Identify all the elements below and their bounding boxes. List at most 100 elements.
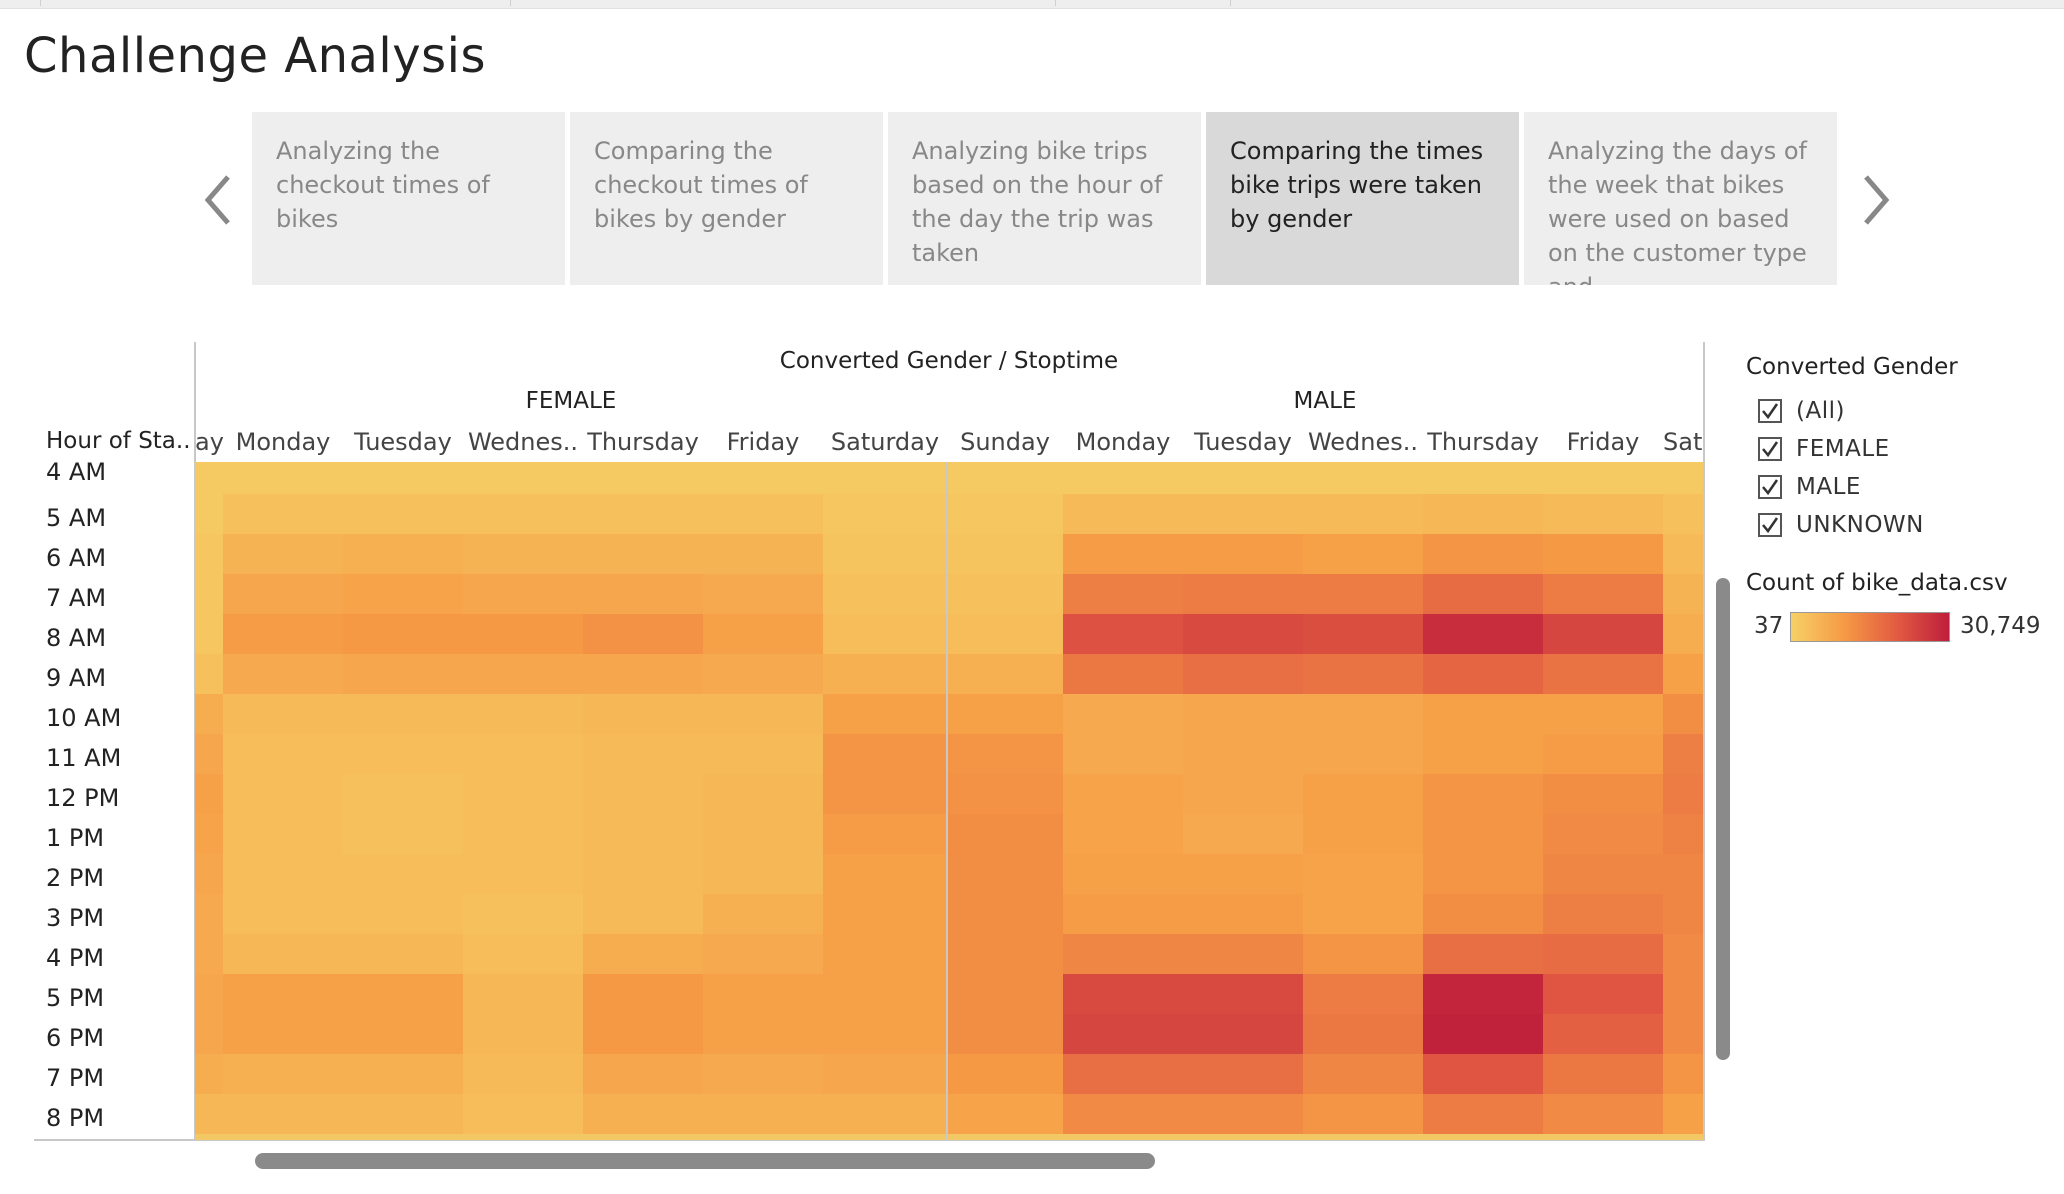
heatmap-cell[interactable] [1063,854,1183,894]
heatmap-cell[interactable] [1663,814,1703,854]
heatmap-cell[interactable] [195,462,223,494]
heatmap-cell[interactable] [223,534,343,574]
heatmap-cell[interactable] [583,854,703,894]
filter-option[interactable]: UNKNOWN [1758,510,1924,540]
heatmap-cell[interactable] [195,894,223,934]
heatmap-cell[interactable] [195,1014,223,1054]
heatmap-cell[interactable] [703,1094,823,1134]
heatmap-cell[interactable] [583,774,703,814]
heatmap-cell[interactable] [1063,734,1183,774]
heatmap-cell[interactable] [1423,1054,1543,1094]
heatmap-cell[interactable] [1543,462,1663,494]
heatmap-cell[interactable] [1423,654,1543,694]
heatmap-cell[interactable] [823,814,947,854]
filter-option[interactable]: FEMALE [1758,434,1890,464]
filter-option[interactable]: MALE [1758,472,1861,502]
heatmap-cell[interactable] [1663,974,1703,1014]
heatmap-cell[interactable] [947,1014,1063,1054]
heatmap-cell[interactable] [1303,814,1423,854]
heatmap-cell[interactable] [195,934,223,974]
heatmap-cell[interactable] [823,734,947,774]
heatmap-cell[interactable] [703,1054,823,1094]
heatmap-cell[interactable] [1063,694,1183,734]
story-point-2[interactable]: Comparing the checkout times of bikes by… [570,112,883,285]
heatmap-cell[interactable] [1303,574,1423,614]
heatmap-cell[interactable] [195,574,223,614]
heatmap-cell[interactable] [1303,654,1423,694]
horizontal-scrollbar[interactable] [255,1153,1155,1169]
heatmap-cell[interactable] [195,654,223,694]
heatmap-cell[interactable] [1063,462,1183,494]
heatmap-cell[interactable] [463,614,583,654]
heatmap-cell[interactable] [1663,694,1703,734]
heatmap-cell[interactable] [223,814,343,854]
heatmap-cell[interactable] [583,894,703,934]
heatmap-cell[interactable] [583,494,703,534]
heatmap-cell[interactable] [1183,1054,1303,1094]
heatmap-cell[interactable] [195,734,223,774]
heatmap-cell[interactable] [823,462,947,494]
heatmap[interactable] [195,462,1703,1140]
heatmap-cell[interactable] [343,1014,463,1054]
heatmap-cell[interactable] [823,494,947,534]
heatmap-cell[interactable] [1423,534,1543,574]
heatmap-cell[interactable] [583,534,703,574]
heatmap-cell[interactable] [823,894,947,934]
heatmap-cell[interactable] [1663,734,1703,774]
heatmap-cell[interactable] [1063,494,1183,534]
heatmap-cell[interactable] [1183,774,1303,814]
heatmap-cell[interactable] [947,974,1063,1014]
heatmap-cell[interactable] [1663,774,1703,814]
heatmap-cell[interactable] [703,814,823,854]
heatmap-cell[interactable] [1543,614,1663,654]
heatmap-cell[interactable] [823,854,947,894]
heatmap-cell[interactable] [1063,1014,1183,1054]
heatmap-cell[interactable] [343,614,463,654]
heatmap-cell[interactable] [343,1054,463,1094]
heatmap-cell[interactable] [223,774,343,814]
heatmap-cell[interactable] [1183,654,1303,694]
heatmap-cell[interactable] [343,734,463,774]
heatmap-cell[interactable] [1063,894,1183,934]
heatmap-cell[interactable] [823,534,947,574]
heatmap-cell[interactable] [195,854,223,894]
heatmap-cell[interactable] [583,1094,703,1134]
heatmap-cell[interactable] [1183,1094,1303,1134]
heatmap-cell[interactable] [1423,494,1543,534]
heatmap-cell[interactable] [1543,774,1663,814]
heatmap-cell[interactable] [1423,814,1543,854]
heatmap-cell[interactable] [343,774,463,814]
heatmap-cell[interactable] [1543,854,1663,894]
heatmap-cell[interactable] [223,462,343,494]
heatmap-cell[interactable] [223,654,343,694]
story-prev-button[interactable] [194,165,242,235]
heatmap-cell[interactable] [1303,534,1423,574]
heatmap-cell[interactable] [1183,1014,1303,1054]
heatmap-cell[interactable] [583,654,703,694]
heatmap-cell[interactable] [823,934,947,974]
heatmap-cell[interactable] [703,462,823,494]
heatmap-cell[interactable] [1063,654,1183,694]
heatmap-cell[interactable] [1303,494,1423,534]
heatmap-cell[interactable] [1183,854,1303,894]
heatmap-cell[interactable] [1303,694,1423,734]
heatmap-cell[interactable] [583,734,703,774]
heatmap-cell[interactable] [1303,614,1423,654]
heatmap-cell[interactable] [463,534,583,574]
heatmap-cell[interactable] [1183,494,1303,534]
heatmap-cell[interactable] [823,614,947,654]
heatmap-cell[interactable] [1543,1094,1663,1134]
heatmap-cell[interactable] [1063,1054,1183,1094]
heatmap-cell[interactable] [823,654,947,694]
heatmap-cell[interactable] [343,534,463,574]
heatmap-cell[interactable] [1303,774,1423,814]
heatmap-cell[interactable] [1663,574,1703,614]
heatmap-cell[interactable] [1183,814,1303,854]
heatmap-cell[interactable] [1423,614,1543,654]
heatmap-cell[interactable] [1423,854,1543,894]
heatmap-cell[interactable] [583,1054,703,1094]
vertical-scrollbar[interactable] [1716,578,1730,1060]
heatmap-cell[interactable] [223,614,343,654]
heatmap-cell[interactable] [947,694,1063,734]
heatmap-cell[interactable] [703,614,823,654]
